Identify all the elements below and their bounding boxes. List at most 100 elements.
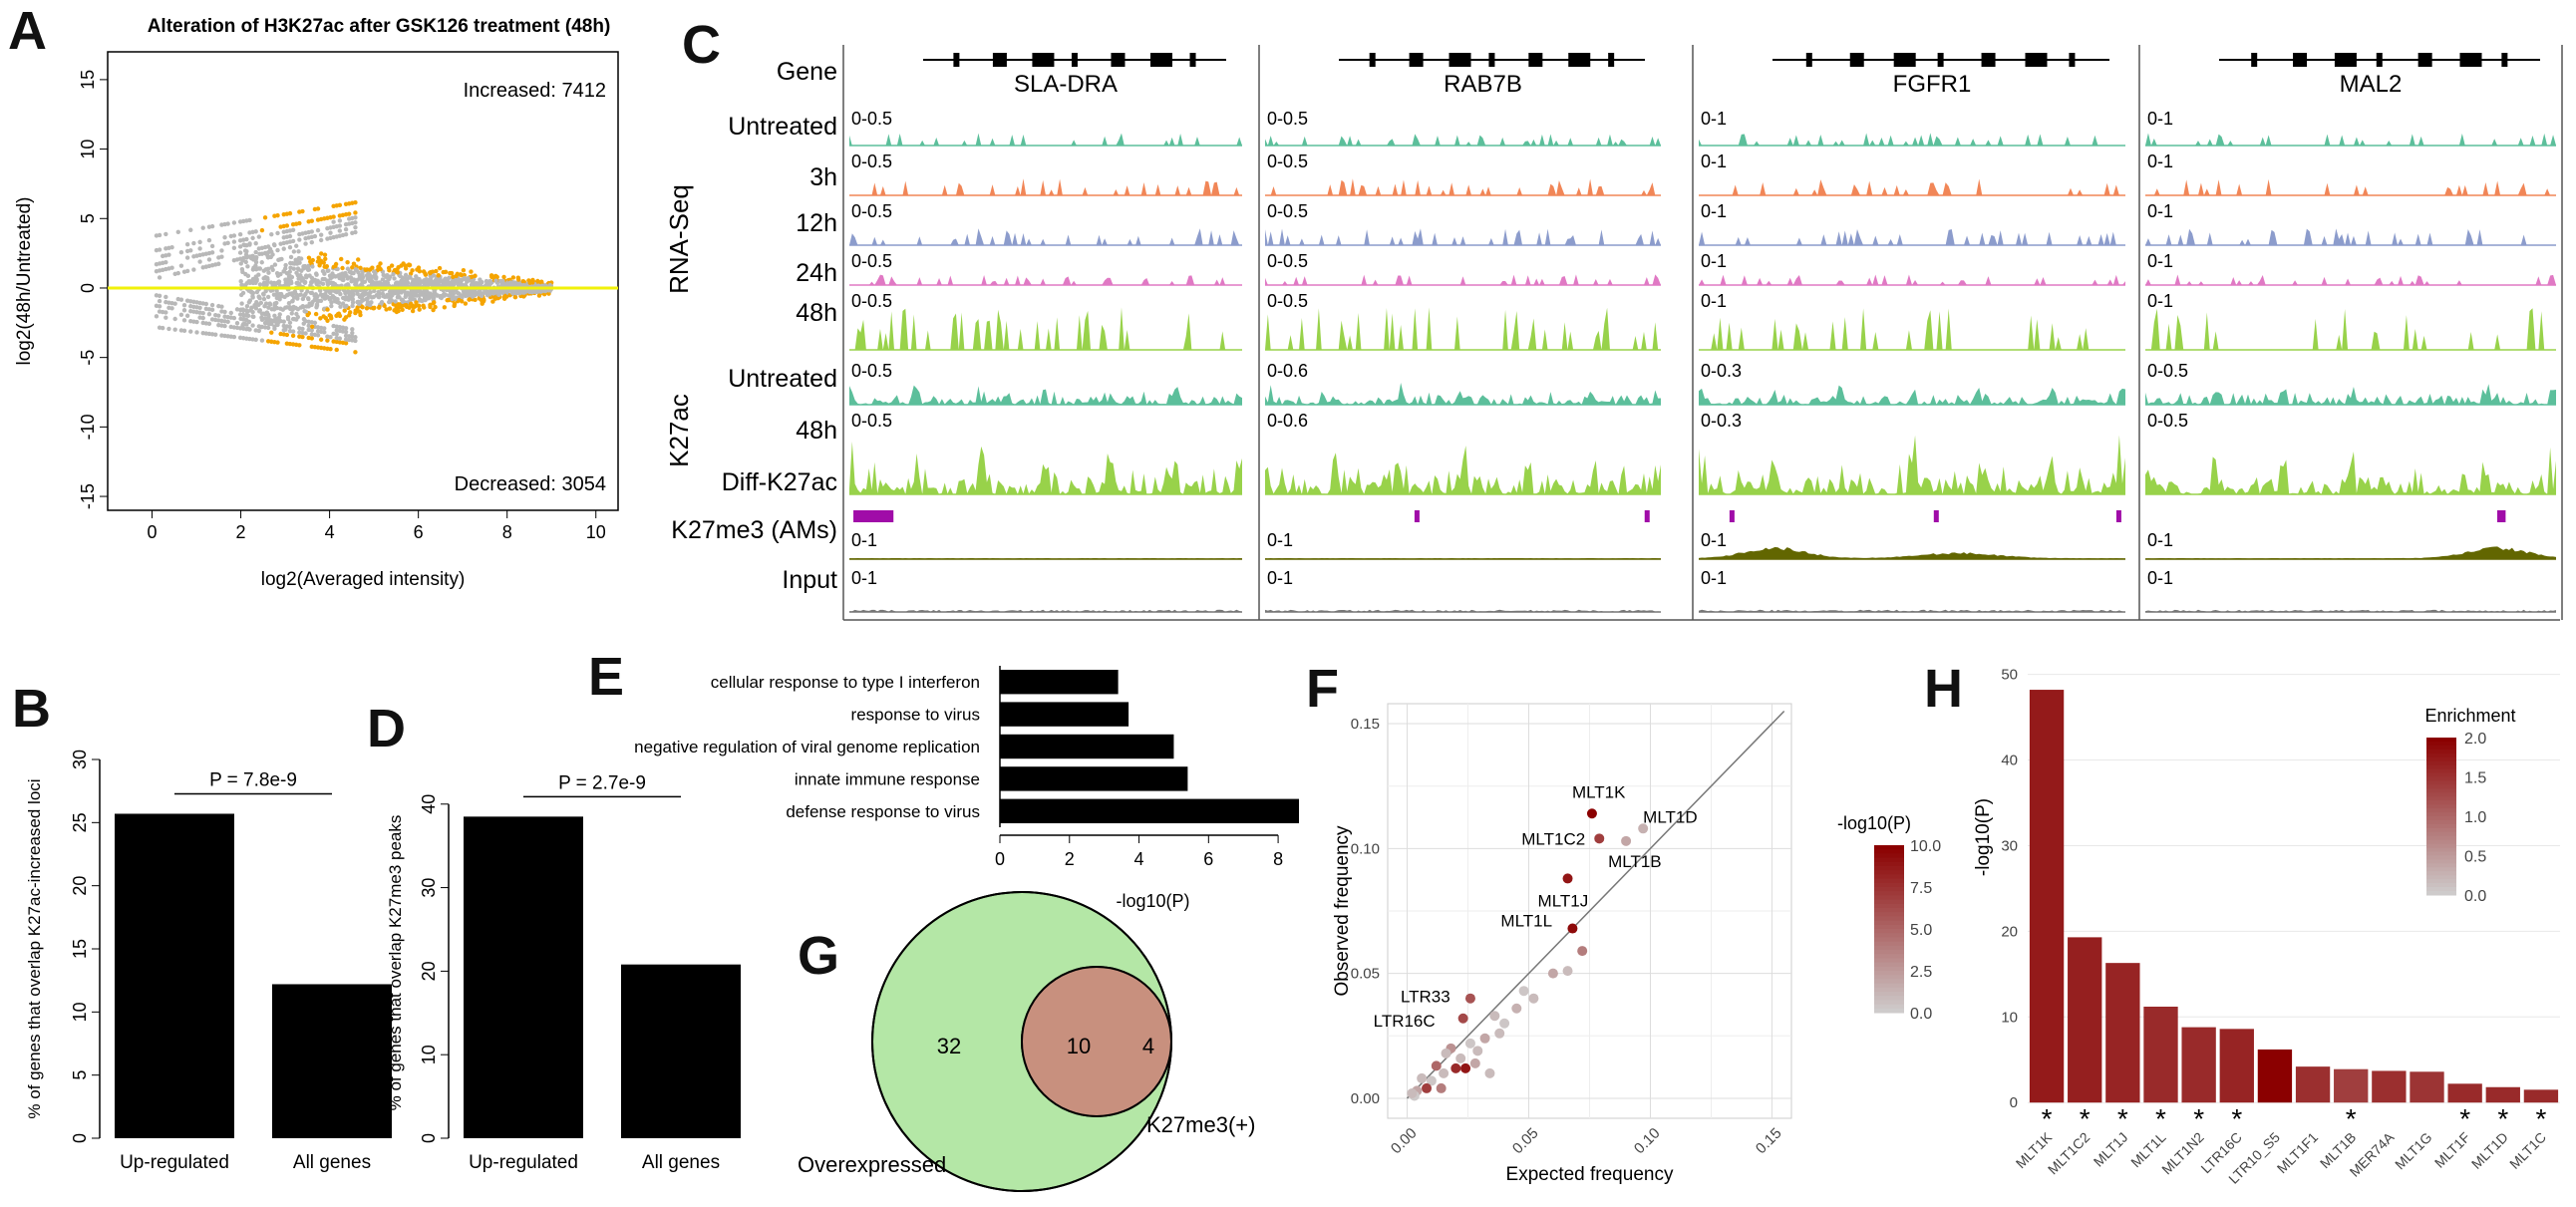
- ma-point: [281, 323, 286, 329]
- ma-point: [181, 328, 187, 334]
- ma-point: [404, 280, 409, 286]
- ma-point: [274, 300, 279, 306]
- legend-swatch: [2426, 741, 2456, 747]
- x-tick-label: 4: [1134, 849, 1144, 869]
- ma-point: [474, 280, 479, 286]
- ma-point: [272, 324, 277, 329]
- ma-point: [523, 287, 528, 292]
- ma-point: [270, 284, 275, 289]
- ma-point: [417, 307, 422, 312]
- ma-point: [461, 289, 467, 294]
- ma-point: [246, 300, 252, 305]
- ma-point: [266, 270, 271, 275]
- ma-point: [169, 265, 174, 270]
- ma-point: [241, 326, 246, 331]
- ma-point: [464, 291, 470, 297]
- ma-point: [322, 326, 327, 331]
- ma-point: [425, 289, 430, 295]
- ma-point: [530, 290, 535, 295]
- track-signal: [1265, 228, 1661, 245]
- ma-point: [515, 289, 521, 294]
- ma-point: [237, 335, 243, 341]
- ma-point: [431, 279, 436, 285]
- legend-swatch: [2426, 819, 2456, 825]
- ma-point: [526, 281, 531, 287]
- ma-point: [161, 267, 165, 272]
- panel-label-g: G: [798, 926, 840, 986]
- ma-point: [483, 286, 488, 291]
- ma-point: [286, 286, 291, 292]
- ma-point: [420, 298, 425, 304]
- ma-point: [488, 291, 493, 296]
- venn-right-only: 4: [1142, 1034, 1154, 1058]
- ma-point: [191, 304, 196, 309]
- ma-point: [240, 307, 245, 312]
- ma-point: [536, 293, 542, 298]
- bar-mlt1n2: [2181, 1027, 2216, 1103]
- ma-point: [438, 275, 443, 281]
- legend-swatch: [2426, 772, 2456, 777]
- ma-point: [364, 306, 370, 311]
- ma-point: [531, 282, 537, 288]
- ma-point: [527, 282, 533, 288]
- ma-point: [234, 307, 240, 312]
- ma-point: [422, 279, 427, 285]
- venn-right-label: K27me3(+): [1146, 1112, 1255, 1137]
- ma-point: [545, 289, 550, 295]
- ma-point: [219, 323, 224, 328]
- ma-point: [231, 315, 237, 321]
- ma-point: [439, 295, 445, 301]
- ma-point: [509, 291, 515, 296]
- exon: [953, 53, 960, 67]
- ma-point: [402, 286, 407, 292]
- ma-point: [337, 313, 343, 319]
- ma-point: [295, 293, 300, 299]
- ma-point: [403, 300, 408, 305]
- track-scale: 0-0.5: [851, 411, 892, 431]
- track-signal: [2145, 228, 2556, 245]
- ma-point: [340, 325, 346, 330]
- ma-point: [306, 219, 311, 224]
- ma-point: [513, 290, 518, 296]
- track-signal: [2145, 274, 2556, 285]
- ma-point: [409, 287, 414, 293]
- ma-point: [309, 336, 314, 341]
- identity-line: [1406, 710, 1785, 1099]
- ma-point: [480, 292, 484, 298]
- ma-point: [441, 269, 446, 275]
- ma-point: [346, 297, 351, 302]
- ma-point: [515, 287, 520, 293]
- ma-point: [329, 280, 334, 285]
- ma-point: [470, 282, 475, 287]
- ma-point: [532, 290, 537, 296]
- ma-point: [542, 290, 547, 295]
- ma-point: [244, 304, 250, 309]
- ma-point: [184, 255, 190, 260]
- point-label: MLT1D: [1643, 807, 1697, 826]
- ma-point: [157, 309, 162, 314]
- ma-point: [381, 272, 386, 278]
- ma-point: [436, 273, 442, 278]
- ma-point: [448, 289, 454, 295]
- ma-point: [493, 273, 498, 279]
- pvalue-label: P = 2.7e-9: [558, 772, 646, 793]
- ma-point: [337, 223, 343, 228]
- ma-point: [315, 325, 321, 330]
- ma-point: [191, 240, 196, 246]
- ma-point: [172, 301, 177, 306]
- ma-point: [419, 290, 424, 295]
- ma-point: [306, 255, 312, 260]
- ma-point: [258, 300, 264, 306]
- ma-point: [344, 273, 349, 278]
- exon: [2459, 53, 2482, 67]
- ma-point: [391, 271, 396, 277]
- scatter-point: [1422, 1082, 1433, 1093]
- ma-point: [469, 295, 474, 301]
- significance-star: *: [2080, 1103, 2091, 1134]
- ma-point: [397, 295, 402, 300]
- ma-point: [434, 282, 440, 287]
- ma-point: [307, 302, 312, 308]
- ma-point: [254, 278, 259, 283]
- track-label: 12h: [796, 209, 837, 237]
- ma-point: [488, 289, 494, 294]
